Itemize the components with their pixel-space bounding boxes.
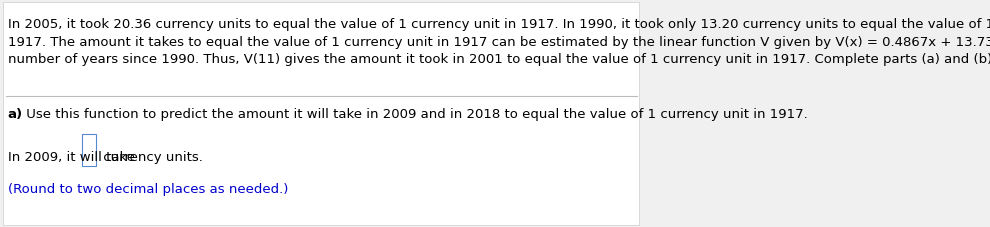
Text: currency units.: currency units. bbox=[99, 151, 203, 164]
Bar bbox=[81, 134, 96, 166]
FancyBboxPatch shape bbox=[3, 2, 640, 225]
Text: In 2009, it will take: In 2009, it will take bbox=[8, 151, 139, 164]
Text: (Round to two decimal places as needed.): (Round to two decimal places as needed.) bbox=[8, 183, 288, 196]
Text: a): a) bbox=[8, 108, 23, 121]
Text: Use this function to predict the amount it will take in 2009 and in 2018 to equa: Use this function to predict the amount … bbox=[22, 108, 808, 121]
Text: In 2005, it took 20.36 currency units to equal the value of 1 currency unit in 1: In 2005, it took 20.36 currency units to… bbox=[8, 18, 990, 66]
